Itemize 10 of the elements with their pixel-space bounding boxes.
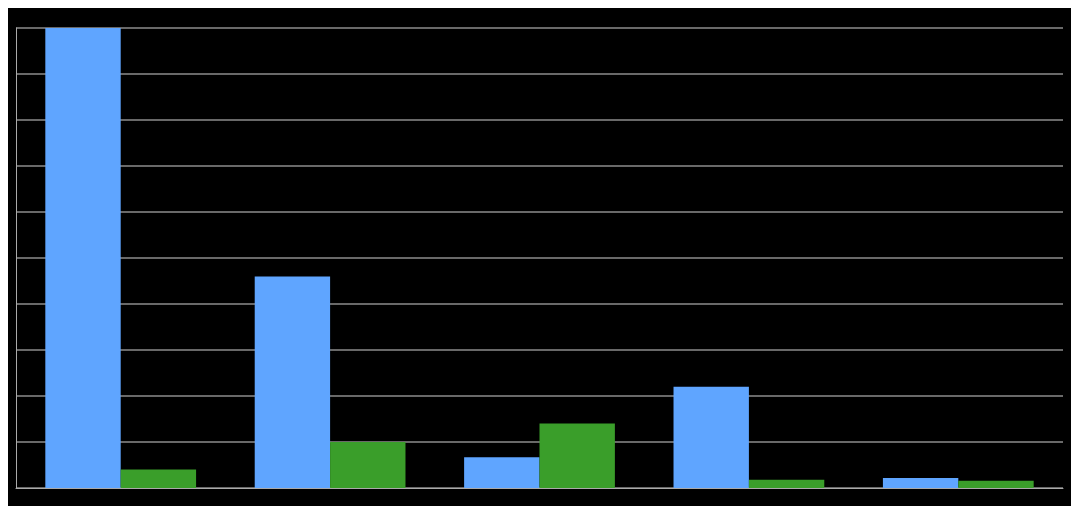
- bar: [539, 423, 615, 488]
- bar: [254, 276, 331, 488]
- bar: [958, 480, 1034, 488]
- bar: [464, 457, 540, 488]
- bar: [748, 479, 825, 488]
- bar: [330, 442, 406, 488]
- bar: [120, 469, 197, 488]
- bar: [45, 28, 121, 488]
- bar: [673, 386, 749, 488]
- bar: [882, 477, 959, 488]
